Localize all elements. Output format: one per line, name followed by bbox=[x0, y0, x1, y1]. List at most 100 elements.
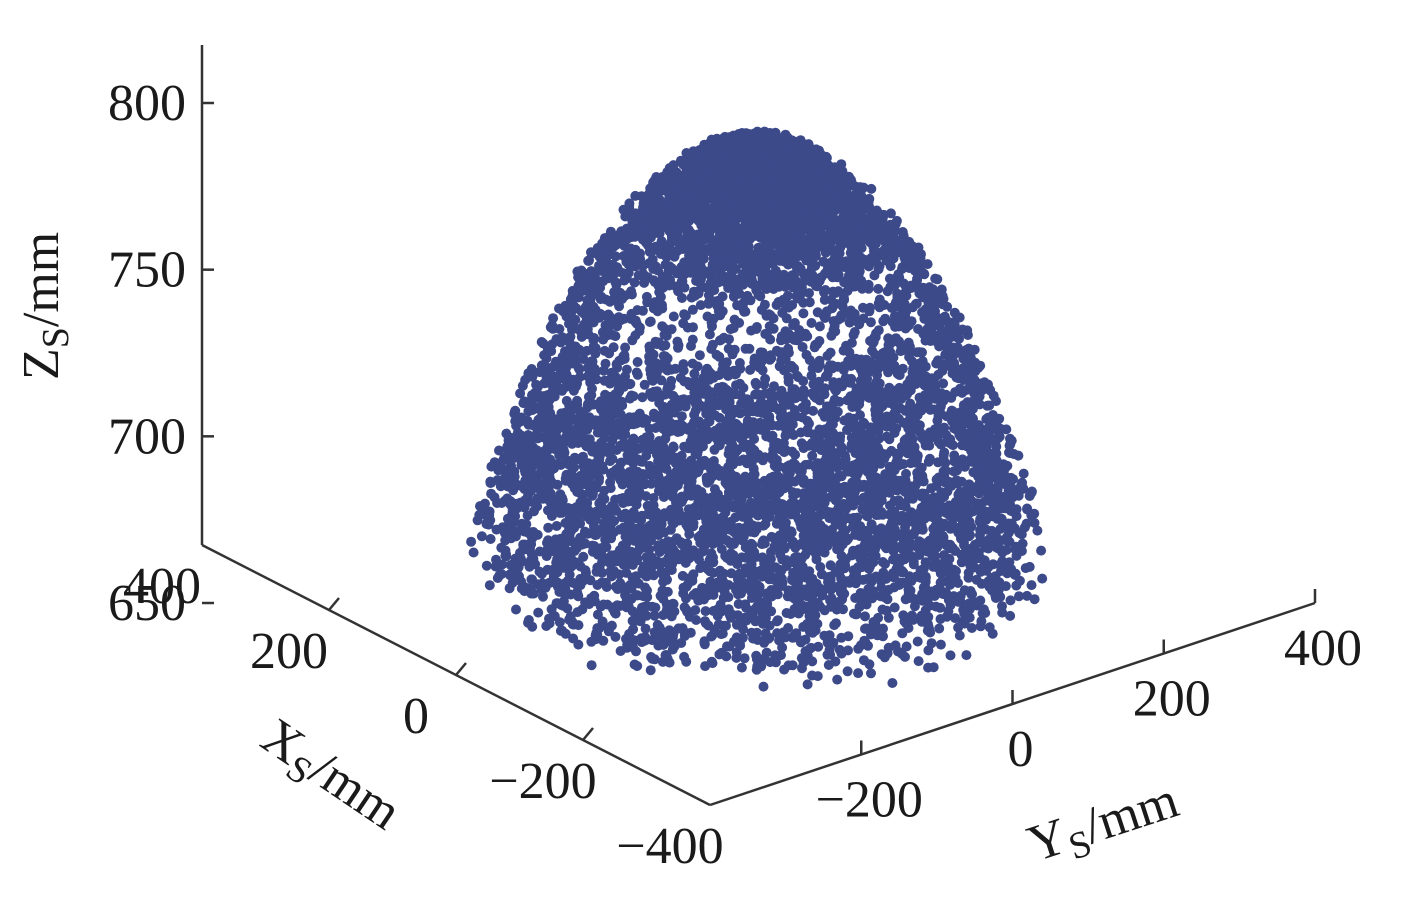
y-tick-label: 400 bbox=[1284, 620, 1362, 677]
scatter-point bbox=[700, 618, 711, 629]
scatter-point bbox=[554, 586, 565, 597]
scatter-point bbox=[954, 630, 965, 641]
scatter-point bbox=[934, 623, 945, 634]
scatter-point bbox=[773, 578, 784, 588]
scatter-point bbox=[781, 561, 792, 571]
x-tick-mark bbox=[582, 727, 594, 741]
scatter-point bbox=[610, 581, 621, 592]
scatter-point bbox=[789, 593, 800, 604]
scatter-point bbox=[945, 650, 956, 661]
scatter-point bbox=[660, 650, 671, 661]
scatter-point bbox=[660, 568, 671, 579]
scatter-point bbox=[529, 506, 539, 517]
scatter-point bbox=[659, 329, 670, 340]
x-tick-label: 400 bbox=[123, 558, 201, 615]
scatter-point bbox=[929, 591, 940, 601]
scatter-point bbox=[997, 601, 1007, 612]
scatter-point bbox=[806, 642, 817, 653]
scatter-point bbox=[791, 628, 802, 639]
scatter-point bbox=[826, 640, 837, 651]
scatter-point bbox=[819, 287, 829, 298]
scatter-point bbox=[589, 590, 600, 601]
scatter-point bbox=[963, 572, 974, 583]
scatter-point bbox=[612, 600, 623, 611]
scatter-point bbox=[661, 599, 672, 610]
scatter-point bbox=[515, 553, 526, 564]
scatter-point bbox=[600, 577, 611, 588]
scatter-point bbox=[641, 552, 652, 563]
y-tick-label: 0 bbox=[1008, 721, 1034, 778]
scatter-point bbox=[706, 656, 717, 667]
z-tick-label: 750 bbox=[108, 242, 186, 299]
scatter-point bbox=[807, 545, 818, 556]
scatter-point bbox=[795, 637, 806, 648]
scatter-point bbox=[955, 590, 966, 601]
scatter-point bbox=[648, 570, 659, 581]
scatter-point bbox=[631, 615, 642, 626]
scatter-point bbox=[907, 610, 917, 621]
scatter-point bbox=[796, 599, 807, 610]
scatter-point bbox=[1005, 610, 1016, 621]
scatter-point bbox=[1026, 580, 1037, 591]
scatter-point bbox=[494, 570, 505, 581]
scatter-point bbox=[658, 610, 669, 621]
scatter-point bbox=[806, 318, 817, 328]
scatter-point bbox=[642, 601, 653, 611]
scatter-point bbox=[945, 579, 956, 590]
scatter-point bbox=[848, 545, 859, 556]
scatter-point bbox=[624, 523, 635, 534]
scatter-point bbox=[909, 601, 920, 612]
scatter-point bbox=[794, 573, 805, 584]
scatter-point bbox=[647, 635, 658, 646]
scatter-point bbox=[718, 576, 729, 587]
scatter-point bbox=[825, 560, 836, 571]
scatter-point bbox=[679, 631, 690, 641]
scatter-point bbox=[1029, 594, 1040, 605]
scatter-point bbox=[831, 618, 841, 629]
scatter-point bbox=[681, 656, 692, 667]
scatter-point bbox=[573, 639, 584, 650]
scatter-point bbox=[544, 618, 555, 629]
scatter-point bbox=[634, 540, 645, 551]
scatter-point bbox=[527, 621, 538, 632]
scatter-point bbox=[555, 625, 566, 636]
scatter-point bbox=[718, 592, 729, 603]
scatter-point bbox=[699, 636, 710, 647]
scatter-point bbox=[639, 379, 650, 390]
scatter-point bbox=[984, 622, 995, 633]
scatter-point bbox=[647, 653, 658, 664]
scatter-point bbox=[745, 364, 756, 375]
scatter-point bbox=[935, 614, 946, 624]
scatter-point bbox=[913, 656, 924, 667]
scatter-point bbox=[632, 357, 643, 367]
scatter-point bbox=[598, 635, 609, 646]
scatter-point bbox=[935, 602, 946, 613]
scatter-point bbox=[918, 582, 929, 593]
scatter-point bbox=[620, 590, 631, 601]
scatter-point bbox=[823, 660, 834, 670]
scatter-point bbox=[761, 647, 772, 658]
scatter-point bbox=[691, 615, 702, 625]
scatter-point bbox=[543, 522, 554, 533]
scatter-point bbox=[889, 602, 900, 613]
scatter-point bbox=[843, 631, 854, 642]
scatter-point bbox=[491, 524, 502, 535]
scatter-point bbox=[664, 625, 675, 636]
scatter-point bbox=[648, 493, 659, 503]
scatter-point bbox=[747, 611, 758, 622]
scatter-point bbox=[621, 602, 632, 613]
scatter-point bbox=[685, 548, 696, 559]
scatter-point bbox=[853, 643, 864, 654]
scatter-point bbox=[722, 641, 732, 652]
scatter-point bbox=[824, 630, 835, 641]
scatter-point bbox=[615, 646, 626, 656]
scatter-point bbox=[481, 519, 492, 529]
scatter-point bbox=[766, 585, 777, 595]
scatter-point bbox=[709, 605, 720, 616]
scatter-point bbox=[562, 603, 573, 614]
scatter-point bbox=[926, 638, 937, 649]
scatter-point bbox=[706, 586, 717, 597]
scatter-point bbox=[714, 649, 725, 660]
scatter-point bbox=[853, 668, 864, 679]
scatter-point bbox=[779, 543, 790, 554]
